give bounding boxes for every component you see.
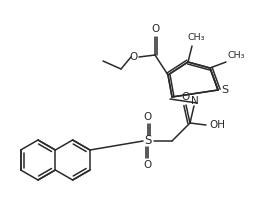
Text: OH: OH [209, 120, 225, 130]
Text: O: O [130, 52, 138, 62]
Text: S: S [221, 85, 229, 95]
Text: O: O [144, 160, 152, 170]
Text: S: S [144, 134, 152, 147]
Text: O: O [144, 112, 152, 122]
Text: CH₃: CH₃ [227, 52, 245, 60]
Text: O: O [182, 92, 190, 102]
Text: N: N [191, 96, 199, 106]
Text: O: O [151, 24, 159, 34]
Text: CH₃: CH₃ [187, 33, 205, 43]
